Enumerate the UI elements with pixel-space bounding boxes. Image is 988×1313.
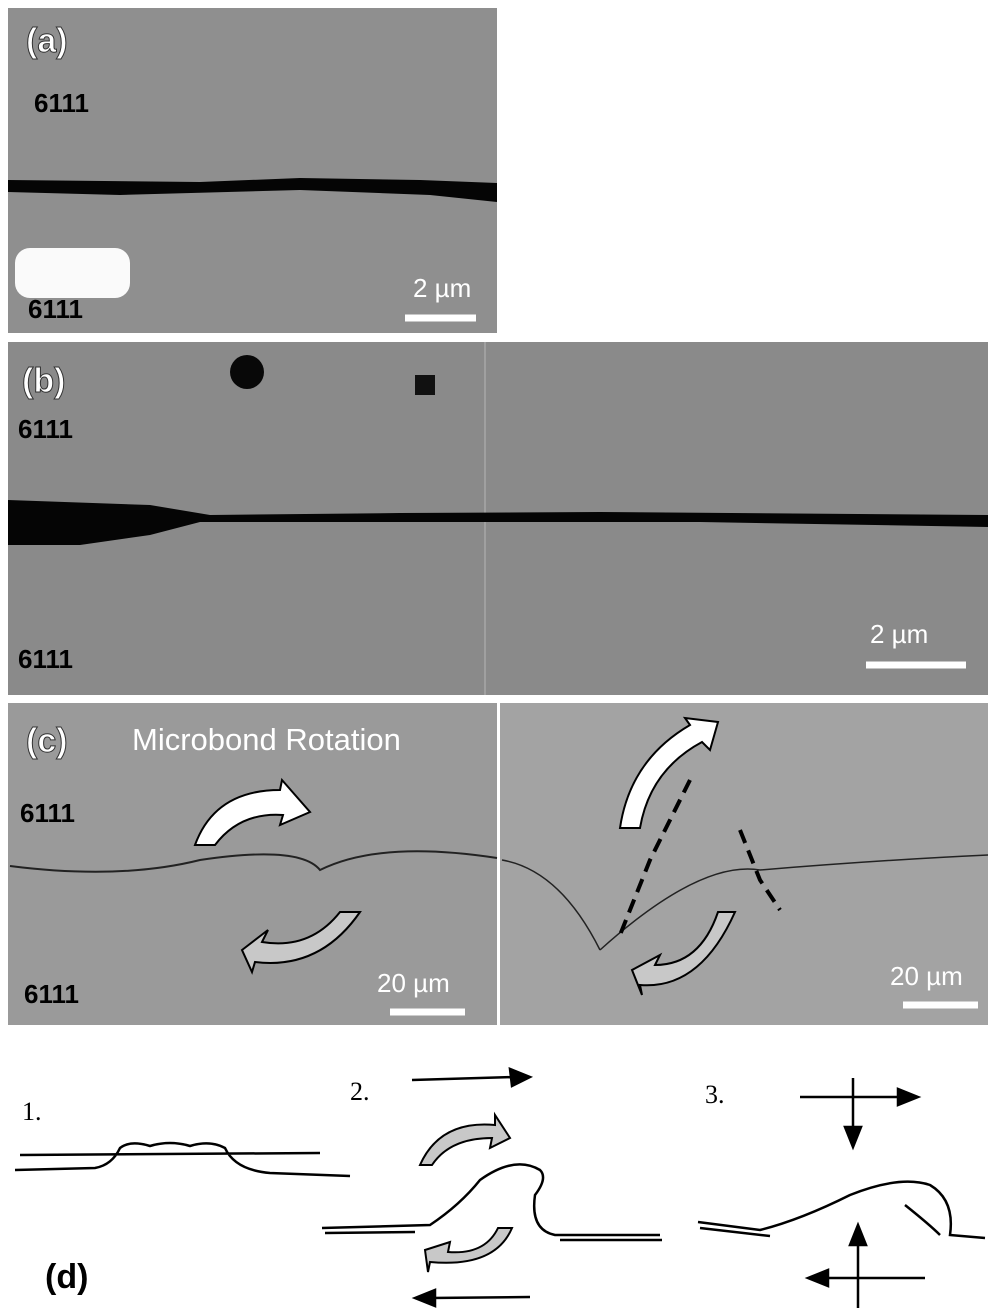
alloy-label: 6111 bbox=[24, 979, 79, 1009]
figure: (a) 6111 6111 2 µm (b) 6111 6111 2 µm (c… bbox=[0, 0, 988, 1313]
interface-sketch bbox=[698, 1182, 985, 1238]
alloy-label: 6111 bbox=[28, 294, 83, 324]
alloy-label: 6111 bbox=[18, 414, 73, 444]
step-label: 3. bbox=[705, 1080, 725, 1109]
interface-sketch bbox=[15, 1143, 350, 1176]
panel-label: (a) bbox=[26, 22, 68, 60]
alloy-label: 6111 bbox=[34, 88, 89, 118]
alloy-label: 6111 bbox=[20, 798, 75, 828]
scale-text: 20 µm bbox=[377, 968, 450, 998]
step-label: 1. bbox=[22, 1097, 42, 1126]
scale-text: 20 µm bbox=[890, 961, 963, 991]
particle bbox=[15, 248, 130, 298]
scale-text: 2 µm bbox=[870, 619, 928, 649]
rotation-arrow bbox=[425, 1228, 512, 1272]
rotation-arrow bbox=[420, 1115, 510, 1165]
panel-label: (b) bbox=[22, 362, 65, 400]
scale-text: 2 µm bbox=[413, 273, 471, 303]
pore bbox=[415, 375, 435, 395]
shear-arrows bbox=[412, 1069, 925, 1308]
panel-title: Microbond Rotation bbox=[132, 722, 401, 757]
panel-label: (d) bbox=[45, 1258, 88, 1296]
alloy-label: 6111 bbox=[18, 644, 73, 674]
pore bbox=[230, 355, 264, 389]
step-label: 2. bbox=[350, 1077, 370, 1106]
panel-label: (c) bbox=[26, 722, 68, 760]
interface-sketch bbox=[322, 1164, 662, 1240]
